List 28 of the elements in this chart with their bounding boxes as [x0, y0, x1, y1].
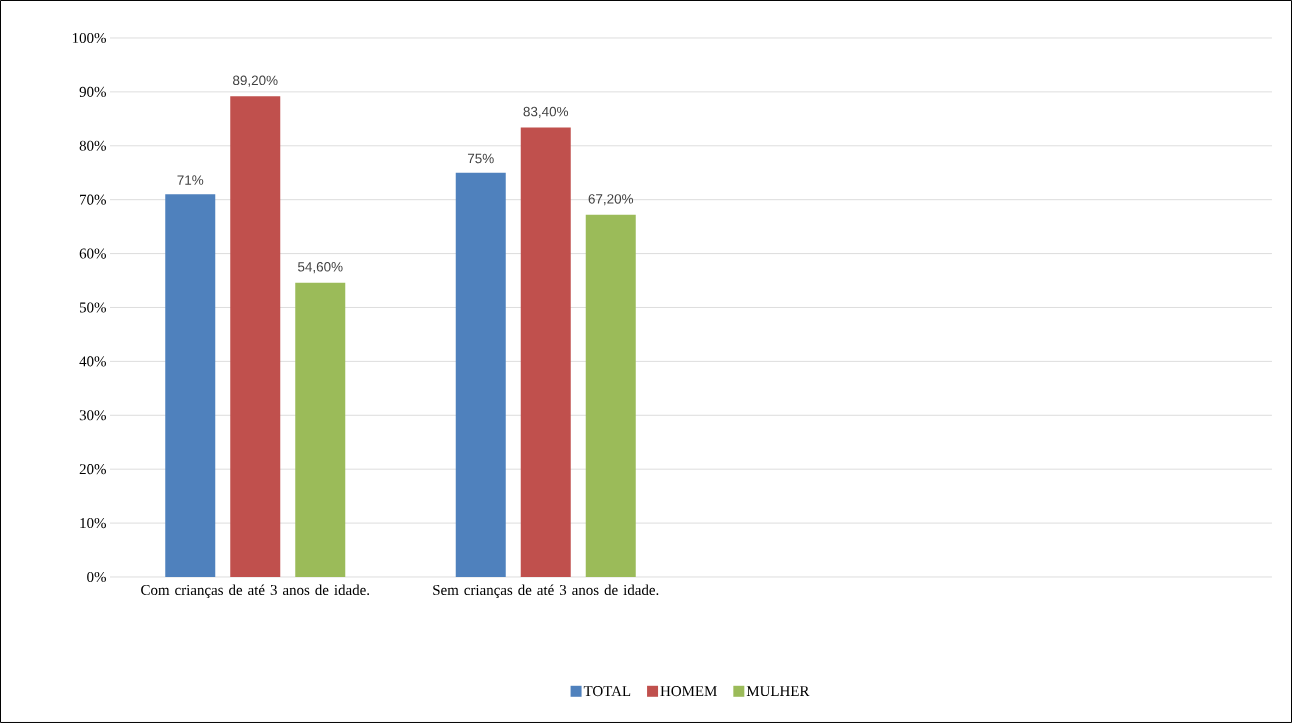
data-label: 54,60% [297, 262, 343, 274]
x-tick-label: Com crianças de até 3 anos de idade. [141, 584, 370, 599]
y-tick-label: 80% [79, 140, 106, 151]
legend-label: TOTAL [583, 686, 631, 697]
data-label: 67,20% [588, 194, 634, 206]
y-tick-label: 70% [80, 194, 106, 205]
y-tick-label: 40% [79, 356, 106, 367]
x-tick-label: Sem crianças de até 3 anos de idade. [433, 584, 659, 599]
data-label: 89,20% [233, 75, 278, 87]
legend-label: HOMEM [660, 686, 717, 697]
y-tick-label: 90% [79, 86, 106, 97]
data-label: 75% [467, 153, 494, 164]
y-tick-label: 10% [80, 518, 106, 529]
y-tick-label: 30% [79, 410, 106, 421]
y-tick-label: 100% [72, 32, 106, 44]
y-tick-label: 60% [79, 248, 106, 259]
bar [230, 96, 281, 577]
bar [165, 194, 216, 577]
data-label: 83,40% [523, 106, 569, 118]
bar [455, 172, 506, 577]
legend-label: MULHER [746, 686, 810, 697]
y-tick-label: 0% [87, 571, 106, 583]
bar [295, 282, 346, 577]
y-tick-label: 20% [79, 464, 106, 475]
bar [585, 214, 636, 577]
data-label: 71% [177, 175, 204, 185]
y-tick-label: 50% [79, 302, 106, 313]
bar [520, 127, 571, 577]
